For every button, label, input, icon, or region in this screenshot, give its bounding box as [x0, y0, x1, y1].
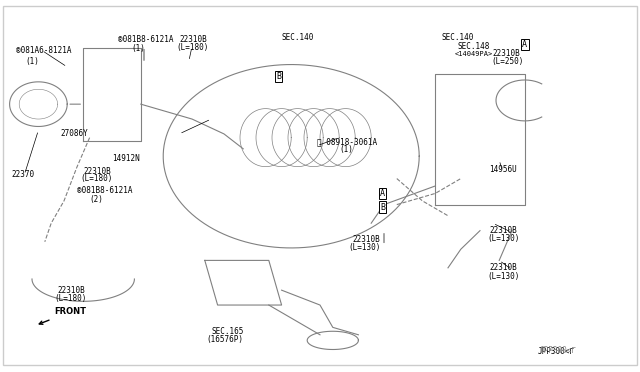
Text: (2): (2): [90, 195, 104, 203]
Text: 27086Y: 27086Y: [61, 129, 88, 138]
Text: 22310B: 22310B: [490, 226, 517, 235]
Text: SEC.140: SEC.140: [442, 33, 474, 42]
Text: SEC.165: SEC.165: [211, 327, 244, 336]
Text: (1): (1): [339, 145, 353, 154]
Text: 22310B: 22310B: [83, 167, 111, 176]
Text: 22310B: 22310B: [493, 49, 520, 58]
Text: 14912N: 14912N: [112, 154, 140, 163]
Text: (1): (1): [131, 44, 145, 53]
Text: B: B: [380, 203, 385, 212]
Text: 22310B: 22310B: [490, 263, 517, 272]
Text: (L=180): (L=180): [80, 174, 113, 183]
Text: Ⓝ 08918-3061A: Ⓝ 08918-3061A: [317, 137, 377, 146]
Text: (L=250): (L=250): [491, 57, 524, 66]
Text: A: A: [380, 189, 385, 198]
Text: (L=130): (L=130): [349, 243, 381, 252]
Text: ®081A6-8121A: ®081A6-8121A: [16, 46, 72, 55]
Text: 14956U: 14956U: [490, 165, 517, 174]
Text: (L=130): (L=130): [488, 234, 520, 243]
Text: FRONT: FRONT: [39, 307, 86, 324]
Text: A: A: [522, 40, 527, 49]
Text: 22310B: 22310B: [58, 286, 85, 295]
Text: 22310B: 22310B: [179, 35, 207, 44]
Text: ®081B8-6121A: ®081B8-6121A: [118, 35, 174, 44]
Text: SEC.140: SEC.140: [282, 33, 314, 42]
Text: (L=130): (L=130): [488, 272, 520, 280]
Text: B: B: [276, 72, 281, 81]
Text: (L=180): (L=180): [176, 43, 209, 52]
Text: 22370: 22370: [12, 170, 35, 179]
Text: JPP300<Γ: JPP300<Γ: [538, 347, 575, 356]
Text: JPP300<Γ: JPP300<Γ: [540, 346, 577, 355]
Text: (16576P): (16576P): [206, 335, 243, 344]
Text: <14049PA>: <14049PA>: [454, 51, 493, 57]
Text: SEC.148: SEC.148: [458, 42, 490, 51]
Text: (L=180): (L=180): [54, 294, 87, 303]
Text: ®081B8-6121A: ®081B8-6121A: [77, 186, 132, 195]
Text: 22310B: 22310B: [352, 235, 380, 244]
Text: (1): (1): [26, 57, 40, 66]
